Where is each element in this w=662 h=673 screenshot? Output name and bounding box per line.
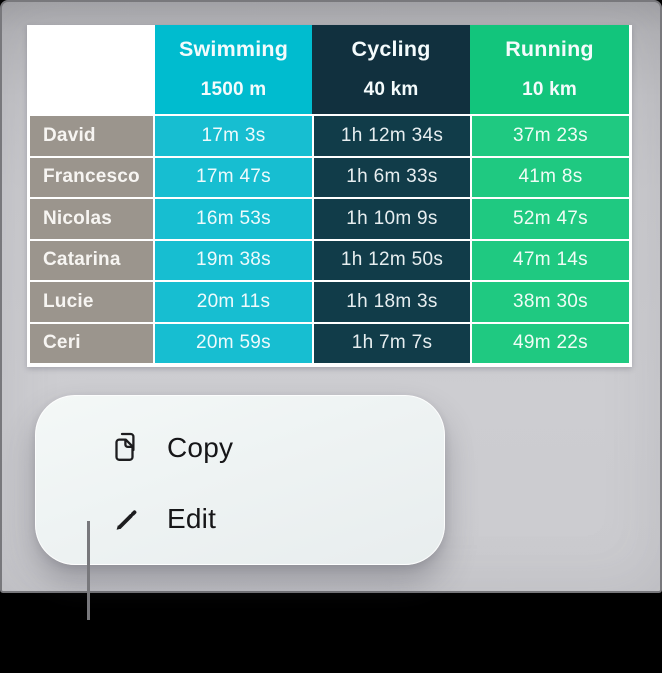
- table-cell[interactable]: 20m 11s: [155, 282, 312, 322]
- column-header-running[interactable]: Running 10 km: [470, 25, 629, 114]
- context-menu: Copy Edit: [35, 395, 445, 565]
- menu-item-label: Edit: [167, 502, 217, 534]
- pencil-icon: [110, 505, 141, 533]
- menu-item-edit[interactable]: Edit: [36, 483, 444, 554]
- table-cell[interactable]: 19m 38s: [155, 240, 312, 280]
- row-header[interactable]: Nicolas: [30, 199, 153, 239]
- table-row: Ceri 20m 59s 1h 7m 7s 49m 22s: [30, 323, 629, 363]
- column-subtitle: 10 km: [522, 79, 577, 100]
- corner-cell[interactable]: [30, 25, 153, 114]
- copy-icon: [110, 431, 141, 464]
- table-row: David 17m 3s 1h 12m 34s 37m 23s: [30, 116, 629, 156]
- column-header-swimming[interactable]: Swimming 1500 m: [155, 25, 312, 114]
- table-cell[interactable]: 1h 12m 34s: [314, 116, 470, 156]
- table-header-row: Swimming 1500 m Cycling 40 km Running 10…: [30, 25, 629, 114]
- callout-pointer-line: [87, 521, 90, 620]
- column-title: Swimming: [178, 37, 289, 61]
- table-cell[interactable]: 1h 18m 3s: [314, 282, 470, 322]
- table-cell[interactable]: 1h 6m 33s: [314, 157, 470, 197]
- row-header[interactable]: Ceri: [30, 323, 153, 363]
- triathlon-table: Swimming 1500 m Cycling 40 km Running 10…: [27, 25, 632, 367]
- table-cell[interactable]: 38m 30s: [472, 282, 629, 322]
- row-header[interactable]: Lucie: [30, 282, 153, 322]
- row-header[interactable]: Francesco: [30, 157, 153, 197]
- table-cell[interactable]: 17m 3s: [155, 116, 312, 156]
- screenshot-frame: Swimming 1500 m Cycling 40 km Running 10…: [0, 0, 662, 593]
- table-cell[interactable]: 16m 53s: [155, 199, 312, 239]
- table-cell[interactable]: 1h 12m 50s: [314, 240, 470, 280]
- menu-item-copy[interactable]: Copy: [36, 412, 444, 483]
- column-title: Cycling: [351, 37, 431, 61]
- table-cell[interactable]: 1h 10m 9s: [314, 199, 470, 239]
- column-subtitle: 40 km: [363, 79, 419, 100]
- column-subtitle: 1500 m: [200, 79, 267, 100]
- table-cell[interactable]: 49m 22s: [472, 323, 629, 363]
- table-row: Lucie 20m 11s 1h 18m 3s 38m 30s: [30, 282, 629, 322]
- table-cell[interactable]: 52m 47s: [472, 199, 629, 239]
- row-header[interactable]: Catarina: [30, 240, 153, 280]
- table-cell[interactable]: 1h 7m 7s: [314, 323, 470, 363]
- row-header[interactable]: David: [30, 116, 153, 156]
- table-row: Francesco 17m 47s 1h 6m 33s 41m 8s: [30, 157, 629, 197]
- table-cell[interactable]: 47m 14s: [472, 240, 629, 280]
- table-row: Nicolas 16m 53s 1h 10m 9s 52m 47s: [30, 199, 629, 239]
- table-cell[interactable]: 41m 8s: [472, 157, 629, 197]
- table-cell[interactable]: 17m 47s: [155, 157, 312, 197]
- table-cell[interactable]: 37m 23s: [472, 116, 629, 156]
- column-header-cycling[interactable]: Cycling 40 km: [312, 25, 470, 114]
- menu-item-label: Copy: [167, 431, 234, 463]
- table-row: Catarina 19m 38s 1h 12m 50s 47m 14s: [30, 240, 629, 280]
- column-title: Running: [505, 37, 594, 61]
- table-cell[interactable]: 20m 59s: [155, 323, 312, 363]
